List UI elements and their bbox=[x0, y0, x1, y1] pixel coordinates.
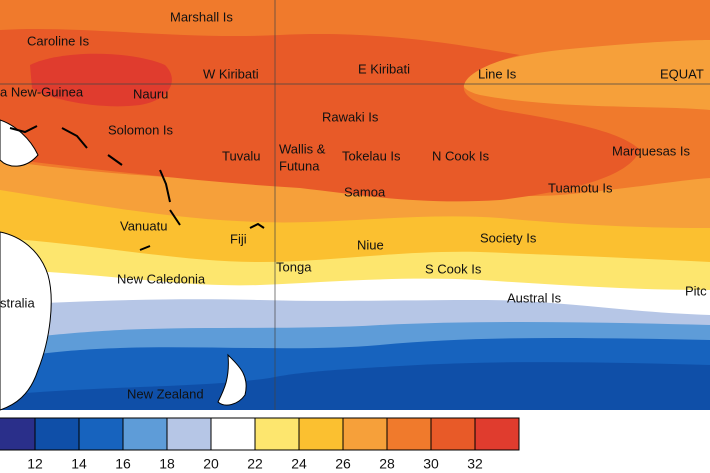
sea-band bbox=[30, 53, 172, 107]
legend-swatch bbox=[430, 417, 476, 451]
place-label: Futuna bbox=[279, 158, 320, 173]
legend-tick-label: 26 bbox=[335, 456, 351, 472]
place-label: N Cook Is bbox=[432, 148, 490, 163]
place-label: Austral Is bbox=[507, 290, 562, 305]
place-label: Tuvalu bbox=[222, 148, 261, 163]
place-label: S Cook Is bbox=[425, 261, 482, 276]
place-label: Caroline Is bbox=[27, 33, 90, 48]
place-label: Solomon Is bbox=[108, 122, 174, 137]
legend-swatch bbox=[386, 417, 432, 451]
legend-swatch bbox=[298, 417, 344, 451]
place-label: Niue bbox=[357, 237, 384, 252]
legend-swatch bbox=[0, 417, 36, 451]
land bbox=[217, 353, 247, 406]
legend-swatch bbox=[78, 417, 124, 451]
land bbox=[0, 119, 39, 167]
place-label: Nauru bbox=[133, 86, 168, 101]
place-label: Wallis & bbox=[279, 141, 326, 156]
legend-tick-label: 14 bbox=[71, 456, 87, 472]
legend-tick-label: 32 bbox=[467, 456, 483, 472]
legend-tick-label: 28 bbox=[379, 456, 395, 472]
legend-tick-label: 30 bbox=[423, 456, 439, 472]
place-label: Line Is bbox=[478, 66, 517, 81]
place-label: Tonga bbox=[276, 259, 312, 274]
place-label: Fiji bbox=[230, 231, 247, 246]
place-label: E Kiribati bbox=[358, 61, 410, 76]
legend-tick-label: 22 bbox=[247, 456, 263, 472]
place-label: W Kiribati bbox=[203, 66, 259, 81]
place-label: New Zealand bbox=[127, 386, 204, 401]
legend-swatch bbox=[342, 417, 388, 451]
place-label: Pitc bbox=[685, 283, 707, 298]
map-area: Marshall Is Caroline Is a New-Guinea Nau… bbox=[0, 0, 710, 411]
place-label: Marquesas Is bbox=[612, 143, 691, 158]
place-label: Tokelau Is bbox=[342, 148, 401, 163]
legend-swatch bbox=[254, 417, 300, 451]
legend-tick-label: 12 bbox=[27, 456, 43, 472]
place-label: Tuamotu Is bbox=[548, 180, 613, 195]
legend-swatch bbox=[210, 417, 256, 451]
color-legend: 101214161820222426283032 bbox=[0, 417, 520, 472]
place-label: New Caledonia bbox=[117, 271, 206, 286]
place-label: EQUAT bbox=[660, 66, 704, 81]
legend-tick-label: 18 bbox=[159, 456, 175, 472]
legend-tick-label: 20 bbox=[203, 456, 219, 472]
legend-swatch bbox=[34, 417, 80, 451]
place-label: Marshall Is bbox=[170, 9, 233, 24]
legend-swatch bbox=[474, 417, 520, 451]
place-label: a New-Guinea bbox=[0, 84, 84, 99]
place-label: stralia bbox=[0, 295, 35, 310]
place-label: Rawaki Is bbox=[322, 109, 379, 124]
place-label: Vanuatu bbox=[120, 218, 167, 233]
legend-swatch bbox=[166, 417, 212, 451]
place-label: Samoa bbox=[344, 184, 386, 199]
legend-tick-label: 16 bbox=[115, 456, 131, 472]
legend-swatch bbox=[122, 417, 168, 451]
land bbox=[0, 231, 52, 411]
islands bbox=[9, 125, 265, 251]
legend-tick-label: 24 bbox=[291, 456, 307, 472]
place-label: Society Is bbox=[480, 230, 537, 245]
